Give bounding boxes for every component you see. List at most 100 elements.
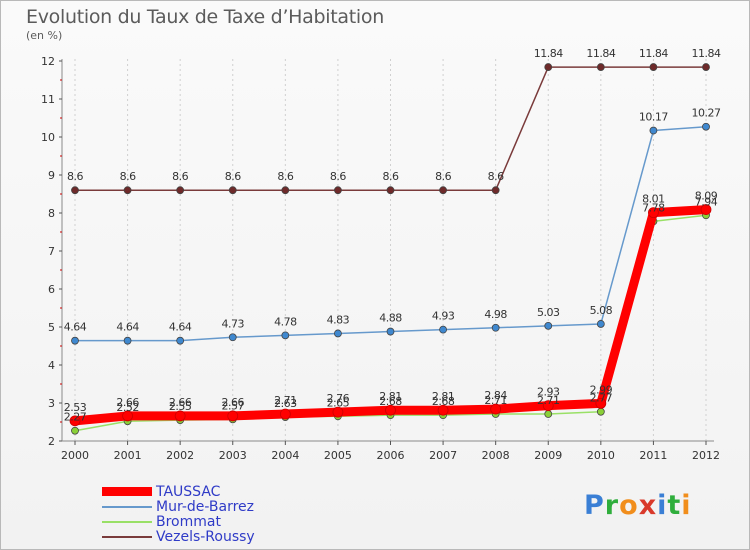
data-label: 2.93 — [537, 386, 560, 399]
data-label: 4.93 — [432, 310, 455, 323]
legend-item-brommat: Brommat — [102, 514, 255, 530]
data-point — [385, 404, 396, 416]
x-tick-label: 2005 — [324, 449, 352, 462]
logo-letter: x — [638, 490, 658, 521]
data-point — [649, 63, 658, 71]
data-label: 2.81 — [379, 390, 402, 403]
legend: TAUSSAC Mur-de-Barrez Brommat Vezels-Rou… — [102, 483, 255, 545]
data-label: 4.64 — [64, 321, 87, 334]
data-point — [332, 406, 344, 418]
x-tick-label: 2003 — [219, 449, 247, 462]
data-point — [544, 321, 553, 330]
data-label: 2.57 — [222, 399, 245, 412]
data-label: 11.84 — [586, 47, 615, 60]
data-point — [491, 323, 500, 332]
legend-swatch-taussac — [102, 487, 152, 496]
data-point — [544, 63, 553, 71]
y-tick-label: 2 — [48, 435, 55, 448]
y-tick-label: 4 — [48, 359, 55, 372]
data-point — [702, 122, 710, 131]
data-point — [122, 410, 133, 422]
x-tick-label: 2002 — [166, 449, 194, 462]
legend-item-taussac: TAUSSAC — [102, 483, 255, 500]
data-point — [71, 186, 79, 195]
y-tick-label: 7 — [48, 245, 55, 258]
data-label: 2.66 — [169, 396, 192, 409]
logo-letter: o — [619, 490, 639, 521]
data-point — [174, 410, 186, 422]
data-point — [491, 186, 500, 195]
data-label: 2.84 — [484, 389, 507, 402]
data-label: 8.6 — [488, 170, 504, 183]
data-point — [386, 186, 395, 195]
data-label: 2.52 — [116, 401, 139, 414]
data-point — [702, 63, 710, 71]
data-label: 4.64 — [116, 321, 139, 334]
data-label: 2.53 — [64, 401, 87, 414]
y-tick-label: 3 — [48, 397, 55, 410]
data-label: 8.6 — [277, 170, 293, 183]
data-label: 10.27 — [692, 107, 721, 120]
data-label: 8.6 — [67, 170, 83, 183]
data-label: 2.76 — [327, 392, 350, 405]
data-point — [596, 63, 605, 71]
x-tick-label: 2008 — [482, 449, 510, 462]
data-label: 4.78 — [274, 315, 297, 328]
x-tick-label: 2007 — [429, 449, 457, 462]
data-label: 11.84 — [639, 47, 668, 60]
data-point — [544, 410, 553, 418]
data-point — [386, 327, 395, 336]
data-label: 8.6 — [120, 170, 136, 183]
legend-label-taussac: TAUSSAC — [156, 483, 221, 500]
legend-swatch-brommat — [102, 520, 152, 523]
data-point — [228, 186, 237, 195]
y-tick-label: 9 — [48, 169, 55, 182]
data-label: 4.83 — [327, 313, 350, 326]
data-point — [542, 400, 554, 412]
data-label: 4.73 — [222, 317, 245, 330]
legend-swatch-vezels-roussy — [102, 535, 152, 538]
y-tick-label: 12 — [41, 55, 55, 68]
data-label: 2.55 — [169, 400, 192, 413]
logo-letter: i — [657, 490, 668, 521]
data-label: 2.68 — [379, 395, 402, 408]
data-point — [69, 415, 81, 427]
logo-letter: r — [604, 490, 620, 521]
y-tick-label: 8 — [48, 207, 55, 220]
x-tick-label: 2010 — [587, 449, 615, 462]
data-label: 2.68 — [432, 395, 455, 408]
legend-item-mur-de-barrez: Mur-de-Barrez — [102, 499, 255, 515]
data-label: 2.71 — [484, 394, 507, 407]
data-point — [123, 186, 132, 195]
data-label: 2.66 — [222, 396, 245, 409]
logo-letter: t — [667, 490, 682, 521]
data-label: 7.78 — [642, 201, 665, 214]
data-label: 2.99 — [590, 383, 613, 396]
data-label: 8.6 — [172, 170, 188, 183]
logo-letter: i — [681, 490, 692, 521]
unit-label: (en %) — [26, 29, 63, 42]
legend-label-vezels-roussy: Vezels-Roussy — [156, 528, 255, 545]
x-tick-label: 2006 — [377, 449, 405, 462]
data-label: 2.77 — [590, 392, 613, 405]
data-label: 5.08 — [590, 304, 613, 317]
data-point — [71, 336, 79, 345]
data-point — [649, 126, 658, 135]
data-point — [334, 329, 342, 338]
y-tick-label: 11 — [41, 93, 55, 106]
data-label: 11.84 — [692, 47, 721, 60]
data-label: 4.88 — [379, 312, 402, 325]
data-point — [281, 186, 290, 195]
data-point — [596, 407, 605, 416]
data-point — [648, 207, 659, 219]
data-label: 4.64 — [169, 321, 192, 334]
data-point — [71, 426, 79, 435]
data-point — [279, 408, 291, 420]
x-tick-label: 2012 — [692, 449, 720, 462]
data-label: 8.01 — [642, 193, 665, 206]
data-label: 8.6 — [330, 170, 346, 183]
data-label: 8.6 — [435, 170, 451, 183]
data-point — [123, 336, 132, 345]
data-label: 8.6 — [383, 170, 399, 183]
